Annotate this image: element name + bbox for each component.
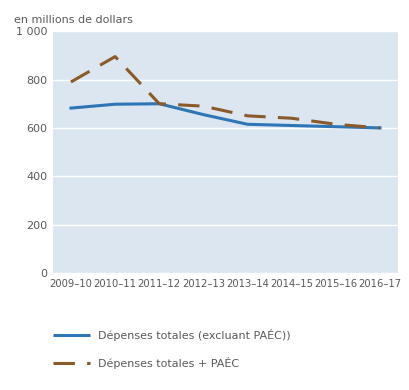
Text: en millions de dollars: en millions de dollars: [13, 15, 132, 25]
Text: Dépenses totales + PAÉC: Dépenses totales + PAÉC: [98, 357, 239, 369]
Text: Dépenses totales (excluant PAÉC)): Dépenses totales (excluant PAÉC)): [98, 330, 290, 341]
